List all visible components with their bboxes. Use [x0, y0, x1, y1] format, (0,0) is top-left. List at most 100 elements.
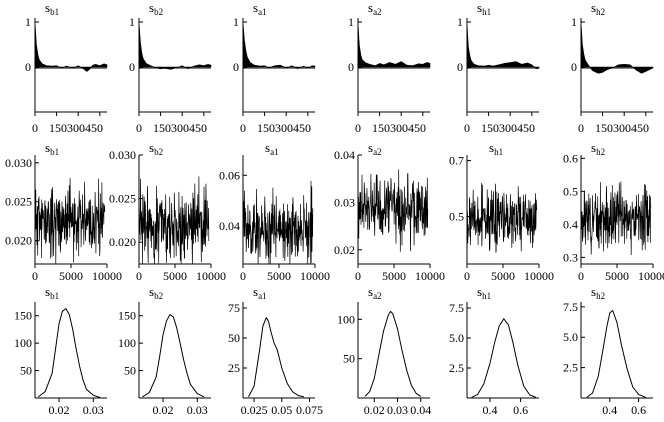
density-y-tick-label: 50	[124, 364, 136, 378]
trace-y-tick-label: 0.04	[334, 148, 355, 162]
trace-x-tick-label: 10000	[196, 269, 226, 283]
trace-x-tick-label: 10000	[638, 269, 664, 283]
acf-y-tick-label: 0	[571, 60, 577, 74]
acf-x-tick-label: 0	[578, 121, 584, 135]
acf-x-tick-label: 0	[355, 121, 361, 135]
density-curve-a1	[248, 317, 305, 398]
trace-x-tick-label: 10000	[300, 269, 330, 283]
panel-label-s-b2: sb2	[149, 284, 163, 301]
acf-y-tick-label: 0	[25, 60, 31, 74]
panel-label-subscript: a1	[258, 291, 267, 301]
trace-panel-h1: 0.5 0.7 0 5000 10000 sh1	[449, 140, 554, 283]
panel-label-subscript: a1	[270, 147, 279, 157]
acf-y-tick-label: 0	[348, 60, 354, 74]
panel-label-s-b2: sb2	[149, 0, 163, 17]
panel-label-subscript: a2	[373, 7, 382, 17]
trace-x-tick-label: 5000	[267, 269, 291, 283]
density-panel-a1: 25 50 75 0.025 0.05 0.075 sa1	[228, 284, 323, 417]
panel-label-subscript: a2	[373, 291, 382, 301]
trace-x-tick-label: 10000	[92, 269, 122, 283]
trace-y-tick-label: 0.030	[5, 156, 32, 170]
trace-y-tick-label: 0.025	[5, 195, 32, 209]
acf-y-tick-label: 1	[129, 15, 135, 29]
trace-line-a1	[242, 180, 314, 265]
density-curve-h2	[586, 310, 646, 398]
panel-label-s-a1: sa1	[253, 0, 267, 17]
panel-label-subscript: b1	[50, 147, 59, 157]
density-curve-b2	[142, 314, 205, 398]
trace-x-tick-label: 0	[578, 269, 584, 283]
density-x-tick-label: 0.05	[271, 403, 292, 417]
acf-x-tick-label: 150300450	[257, 121, 311, 135]
panel-label-s-a1: sa1	[265, 140, 279, 157]
panel-label-s-h2: sh2	[591, 140, 605, 157]
acf-y-tick-label: 0	[233, 60, 239, 74]
trace-x-tick-label: 10000	[524, 269, 554, 283]
panel-label-s-a2: sa2	[368, 140, 382, 157]
acf-area-b1	[34, 21, 108, 72]
panel-label-s-b1: sb1	[45, 284, 59, 301]
acf-area-h1	[466, 21, 540, 70]
density-y-tick-label: 150	[14, 309, 32, 323]
density-x-tick-label: 0.4	[482, 403, 497, 417]
density-y-tick-label: 5.0	[449, 331, 464, 345]
panel-label-s-b1: sb1	[45, 0, 59, 17]
density-y-tick-label: 2.5	[563, 361, 578, 375]
trace-x-tick-label: 0	[240, 269, 246, 283]
acf-panel-b2: 1 0 0 150300450 sb2	[129, 0, 212, 135]
density-y-tick-label: 7.5	[449, 301, 464, 315]
panel-label-subscript: h1	[494, 147, 503, 157]
density-y-tick-label: 5.0	[563, 330, 578, 344]
acf-x-tick-label: 0	[240, 121, 246, 135]
density-panel-h1: 2.5 5.0 7.5 0.4 0.6 sh1	[449, 284, 539, 417]
panel-label-subscript: b2	[154, 147, 163, 157]
trace-line-b1	[34, 177, 106, 265]
density-curve-b1	[38, 308, 101, 398]
trace-x-tick-label: 0	[464, 269, 470, 283]
density-x-tick-label: 0.04	[410, 403, 431, 417]
acf-x-tick-label: 150300450	[372, 121, 426, 135]
density-x-tick-label: 0.03	[187, 403, 208, 417]
acf-area-a1	[242, 21, 316, 70]
density-y-tick-label: 100	[118, 336, 136, 350]
trace-x-tick-label: 0	[32, 269, 38, 283]
panel-label-s-h1: sh1	[477, 284, 491, 301]
trace-y-tick-label: 0.06	[219, 168, 240, 182]
acf-x-tick-label: 0	[464, 121, 470, 135]
trace-panel-b2: 0.020 0.025 0.030 0 5000 10000 sb2	[109, 140, 226, 283]
acf-panel-a2: 1 0 0 150300450 sa2	[348, 0, 431, 135]
acf-y-tick-label: 0	[129, 60, 135, 74]
trace-x-tick-label: 5000	[605, 269, 629, 283]
panel-label-subscript: h2	[596, 7, 605, 17]
panel-label-s-b2: sb2	[149, 140, 163, 157]
panel-label-subscript: a1	[258, 7, 267, 17]
acf-y-tick-label: 1	[457, 15, 463, 29]
panel-label-s-h2: sh2	[591, 284, 605, 301]
density-x-tick-label: 0.03	[83, 403, 104, 417]
density-panel-b1: 50 100 150 0.02 0.03 sb1	[14, 284, 107, 417]
density-y-tick-label: 7.5	[563, 300, 578, 314]
density-y-tick-label: 25	[228, 361, 240, 375]
panel-label-s-a2: sa2	[368, 284, 382, 301]
trace-panel-a2: 0.02 0.03 0.04 0 5000 10000 sa2	[334, 140, 445, 283]
trace-y-tick-label: 0.020	[5, 234, 32, 248]
density-y-tick-label: 50	[228, 331, 240, 345]
density-y-tick-label: 50	[343, 352, 355, 366]
acf-y-tick-label: 0	[457, 60, 463, 74]
density-y-tick-label: 50	[20, 364, 32, 378]
trace-y-tick-label: 0.5	[563, 184, 578, 198]
panel-label-s-a2: sa2	[368, 0, 382, 17]
panel-label-subscript: b1	[50, 7, 59, 17]
panel-label-subscript: h1	[482, 291, 491, 301]
trace-line-h1	[466, 182, 538, 253]
trace-y-tick-label: 0.025	[109, 192, 136, 206]
acf-y-tick-label: 1	[571, 15, 577, 29]
acf-y-tick-label: 1	[348, 15, 354, 29]
trace-y-tick-label: 0.04	[219, 219, 240, 233]
density-y-tick-label: 150	[118, 309, 136, 323]
panel-label-s-h1: sh1	[489, 140, 503, 157]
trace-line-a2	[357, 169, 429, 252]
trace-x-tick-label: 5000	[59, 269, 83, 283]
